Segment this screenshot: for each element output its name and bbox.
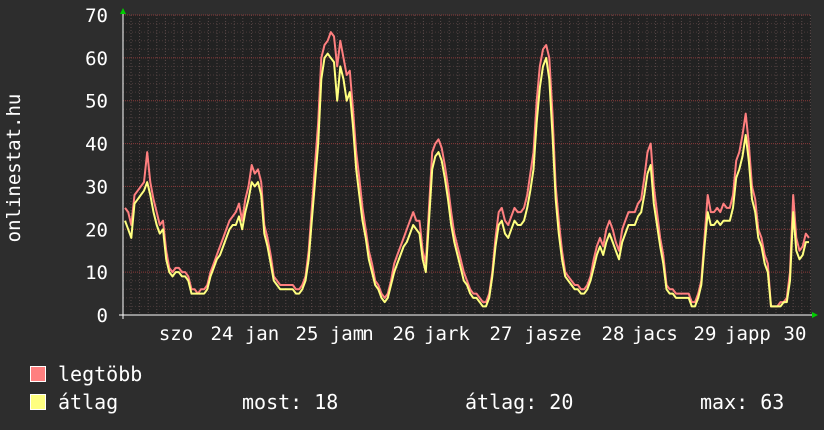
x-tick-label: n [362,323,373,345]
series-line-avg [124,52,809,308]
y-tick-label: 40 [85,134,108,156]
x-axis-arrow [812,312,818,318]
y-axis-label: onlinestat.hu [3,94,25,243]
x-tick-label: 24 [211,323,234,345]
y-tick-label: 0 [97,305,108,327]
x-tick-label: jark [424,323,470,345]
x-tick-label: jacs [632,323,678,345]
stat-current: most: 18 [242,390,339,414]
x-tick-label: szo [159,323,193,345]
x-tick-label: japp [725,323,771,345]
legend-swatch-max [30,366,46,382]
x-tick-label: 26 [393,323,416,345]
x-tick-label: 30 [784,323,807,345]
stat-average: átlag: 20 [465,390,574,414]
y-tick-label: 30 [85,176,108,198]
legend-swatch-avg [30,394,46,410]
x-tick-label: 27 [490,323,513,345]
x-tick-label: 28 [602,323,625,345]
series-line-max [124,31,810,308]
y-axis-arrow [120,8,126,14]
x-tick-label: jan [245,323,279,345]
legend-item-max: legtöbb [30,362,142,386]
x-tick-label: jasze [524,323,581,345]
legend-item-avg: átlag [30,390,118,414]
y-tick-label: 70 [85,5,108,27]
x-tick-label: 29 [694,323,717,345]
stat-max: max: 63 [700,390,785,414]
y-axis-ticks: 0 10 20 30 40 50 60 70 [85,5,108,327]
series-lines [124,31,810,308]
y-tick-label: 50 [85,91,108,113]
legend-label-max: legtöbb [58,362,143,386]
plot-background [123,15,811,315]
y-tick-label: 10 [85,262,108,284]
legend-label-avg: átlag [58,390,119,414]
x-tick-label: jam [330,323,364,345]
grid [123,14,811,316]
y-tick-label: 60 [85,48,108,70]
x-tick-label: 25 [296,323,319,345]
y-tick-label: 20 [85,219,108,241]
